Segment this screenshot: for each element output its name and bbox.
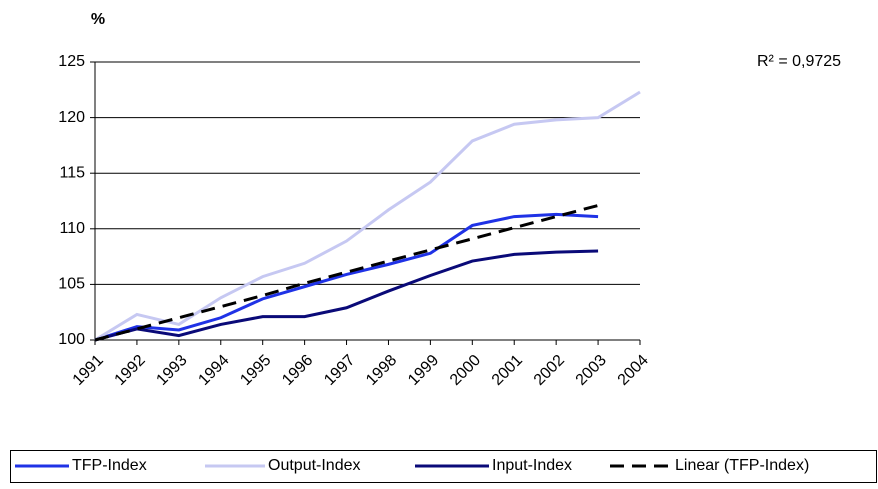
series-line — [94, 212, 599, 342]
x-tick-label: 1995 — [237, 352, 274, 389]
series-line — [94, 249, 599, 342]
series-line — [94, 203, 599, 342]
x-tick-label: 2001 — [489, 352, 526, 389]
legend-label: Linear (TFP-Index) — [675, 457, 809, 474]
legend-label: Output-Index — [268, 457, 361, 474]
y-axis-label: % — [91, 11, 105, 28]
x-tick-label: 2004 — [615, 352, 652, 389]
x-tick-label: 1991 — [70, 352, 107, 389]
y-tick-label: 105 — [58, 276, 85, 293]
x-tick-label: 1993 — [153, 352, 190, 389]
y-tick-label: 125 — [58, 53, 85, 70]
annotation: R² = 0,9725 — [757, 53, 841, 70]
series-line — [94, 90, 641, 342]
x-tick-label: 2003 — [573, 352, 610, 389]
x-tick-label: 1994 — [195, 352, 232, 389]
x-tick-label: 1996 — [279, 352, 316, 389]
legend-label: Input-Index — [492, 457, 572, 474]
y-tick-label: 100 — [58, 331, 85, 348]
x-tick-label: 1997 — [321, 352, 358, 389]
y-tick-label: 115 — [59, 164, 85, 181]
y-tick-label: 110 — [59, 220, 85, 237]
x-tick-label: 2002 — [531, 352, 568, 389]
legend-box — [10, 450, 877, 483]
x-tick-label: 1999 — [405, 352, 442, 389]
x-tick-label: 1998 — [363, 352, 400, 389]
legend-label: TFP-Index — [72, 457, 147, 474]
x-tick-label: 1992 — [112, 352, 149, 389]
y-tick-label: 120 — [58, 109, 85, 126]
x-tick-label: 2000 — [447, 352, 484, 389]
